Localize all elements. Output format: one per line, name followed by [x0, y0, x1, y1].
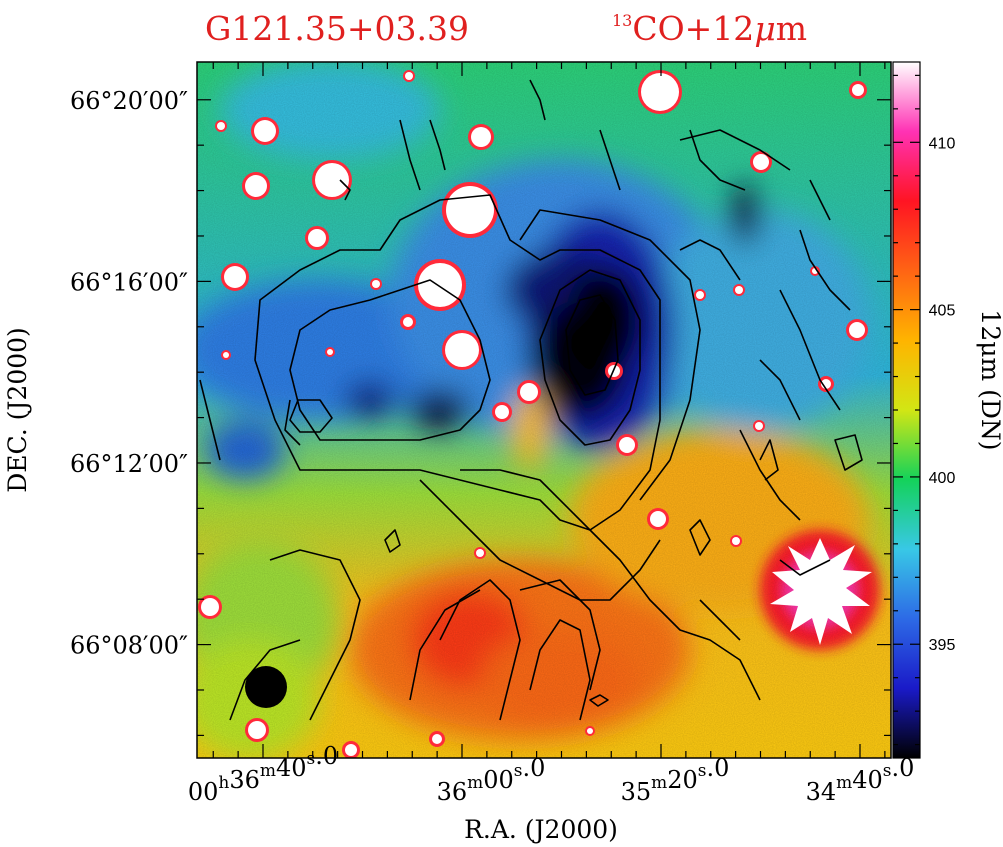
title-right-mu: μ: [754, 9, 775, 48]
x-tick-label: 34m40s.0: [806, 754, 915, 806]
colorbar-ticks: [893, 74, 920, 746]
colorbar-axis-label: 12μm (DN): [976, 309, 1003, 450]
x-tick-label: 35m20s.0: [621, 754, 730, 806]
co-contours: [199, 79, 863, 721]
colorbar-tick-label: 400: [929, 470, 956, 487]
y-axis-label: DEC. (J2000): [3, 327, 32, 493]
colorbar-tick-label: 410: [929, 135, 956, 152]
title-right-main: CO+12: [632, 9, 754, 48]
x-axis-label: R.A. (J2000): [464, 815, 618, 844]
colorbar-tick-label: 395: [929, 637, 956, 654]
colorbar-tick-label: 405: [929, 303, 956, 320]
x-tick-label: 00h36m40s.0: [188, 742, 338, 806]
title-right-tail: m: [776, 9, 807, 48]
title-right-sup: 13: [612, 11, 632, 30]
x-tick-labels: 00h36m40s.0 36m00s.0 35m20s.0 34m40s.0: [188, 742, 915, 806]
colorbar-tick-labels: 395 400 405 410: [929, 135, 956, 654]
plot-frame: [196, 61, 892, 759]
y-tick-labels: 66°20′00″ 66°16′00″ 66°12′00″ 66°08′00″: [70, 87, 188, 660]
title-left: G121.35+03.39: [205, 9, 469, 48]
heatmap-image: [197, 62, 891, 758]
y-tick-label: 66°12′00″: [70, 450, 188, 478]
y-tick-label: 66°16′00″: [70, 268, 188, 296]
point-sources: [198, 70, 868, 758]
y-tick-label: 66°08′00″: [70, 632, 188, 660]
y-tick-label: 66°20′00″: [70, 87, 188, 115]
x-tick-label: 36m00s.0: [437, 754, 546, 806]
frame-ticks: [197, 62, 891, 758]
title-right: 13CO+12μm: [612, 9, 807, 48]
beam-marker: [245, 666, 287, 708]
